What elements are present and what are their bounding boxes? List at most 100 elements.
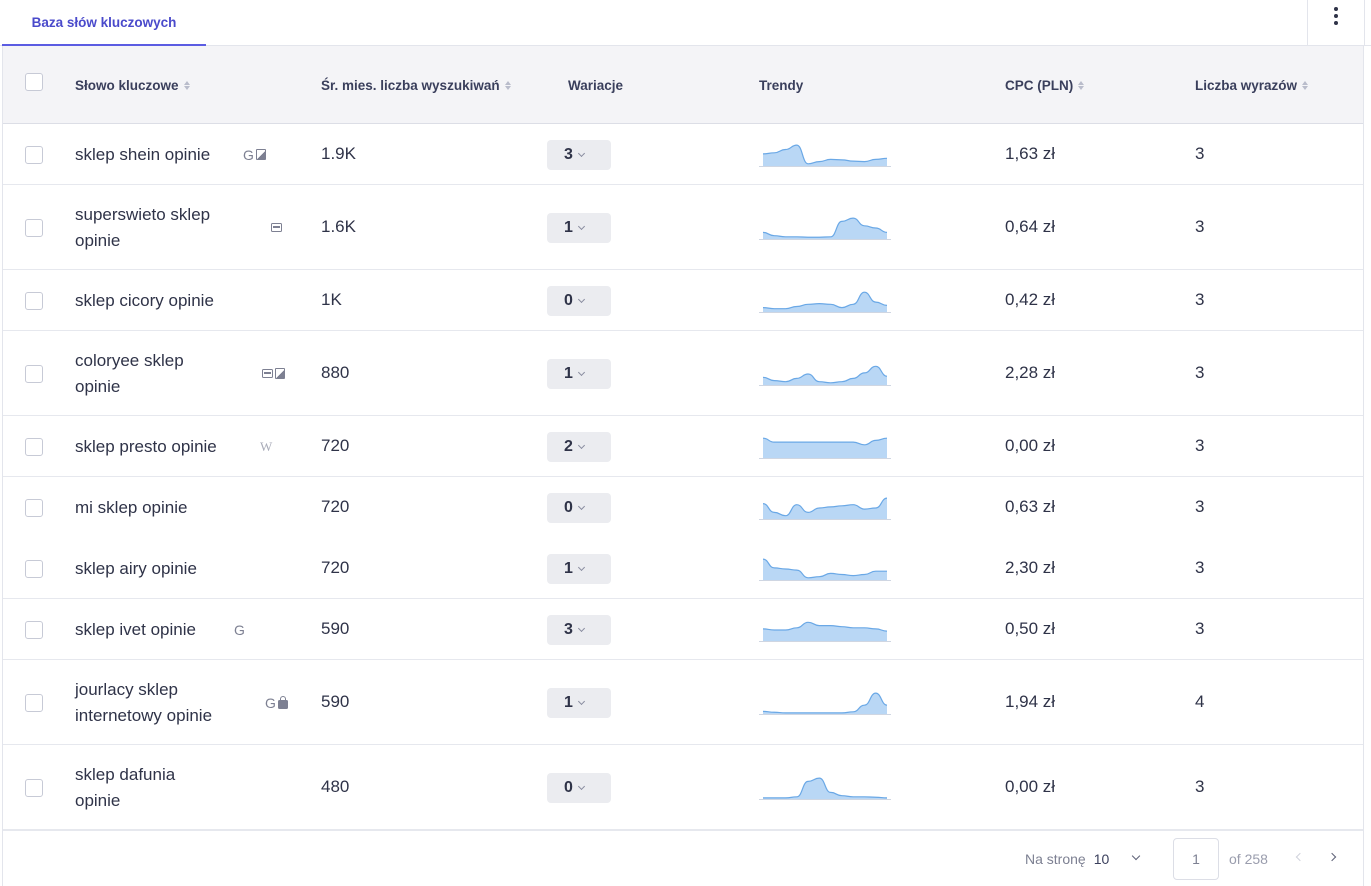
variations-dropdown[interactable]: 1 [547,358,611,389]
variations-count: 1 [564,693,573,711]
rows-per-page: Na stronę 10 [1025,831,1109,886]
cpc-value: 0,00 zł [1005,435,1056,455]
trend-line [762,437,888,445]
variations-dropdown[interactable]: 1 [547,687,611,718]
chevron-down-icon [577,295,585,303]
word-count: 3 [1195,496,1205,516]
variations-dropdown[interactable]: 3 [547,139,611,170]
row-checkbox[interactable] [25,437,43,456]
keyword-text: mi sklep opinie [75,497,188,517]
sort-icon[interactable] [504,80,511,90]
trend-area [763,144,887,166]
row-checkbox[interactable] [25,145,43,164]
page-number-input[interactable]: 1 [1173,838,1219,880]
search-volume: 590 [321,618,350,638]
column-header-trends: Trendy [759,46,803,124]
keyword-text: superswieto sklep [75,204,211,224]
word-count: 3 [1195,216,1205,236]
keyword-text: sklep cicory opinie [75,290,214,310]
search-volume: 720 [321,435,350,455]
next-page-icon[interactable] [1327,852,1337,862]
trend-area [763,777,887,799]
tab-keyword-database[interactable]: Baza słów kluczowych [2,0,206,46]
word-count: 3 [1195,143,1205,163]
search-volume: 720 [321,496,350,516]
row-checkbox[interactable] [25,620,43,639]
row-checkbox[interactable] [25,291,43,310]
keyword-cell: sklep presto opinie [75,434,217,460]
chevron-down-icon [577,624,585,632]
word-count: 3 [1195,435,1205,455]
chevron-down-icon[interactable] [1131,851,1141,861]
search-volume: 1.9K [321,143,356,163]
column-header-label: Trendy [759,77,804,93]
serp-features [262,366,285,382]
keyword-cell: sklep cicory opinie [75,288,214,314]
column-header-volume[interactable]: Śr. mies. liczba wyszukiwań [321,46,511,124]
ad-icon [271,223,282,232]
more-options-icon[interactable] [1307,0,1365,46]
row-checkbox[interactable] [25,778,43,797]
keyword-text: opinie [75,376,121,396]
keyword-cell: sklep ivet opinie [75,617,196,643]
chevron-down-icon [577,782,585,790]
variations-count: 3 [564,145,573,163]
trend-sparkline [759,558,891,581]
variations-dropdown[interactable]: 2 [547,431,611,462]
trend-area [763,621,887,641]
sort-icon[interactable] [1302,80,1309,90]
word-count: 3 [1195,776,1205,796]
trend-sparkline [759,291,891,313]
trend-line [762,497,888,516]
keyword-text: sklep presto opinie [75,436,217,456]
keyword-text: jourlacy sklep [75,679,178,699]
column-header-label: Wariacje [568,77,624,93]
cpc-value: 0,50 zł [1005,618,1056,638]
variations-dropdown[interactable]: 0 [547,772,611,803]
row-checkbox[interactable] [25,218,43,237]
cpc-value: 0,63 zł [1005,496,1056,516]
row-checkbox[interactable] [25,559,43,578]
row-checkbox[interactable] [25,364,43,383]
column-header-label: CPC (PLN) [1005,77,1074,93]
row-checkbox[interactable] [25,693,43,712]
total-pages-label: of 258 [1229,851,1268,867]
column-header-label: Słowo kluczowe [75,77,179,93]
chevron-down-icon [577,441,585,449]
ad-icon [262,369,273,378]
previous-page-icon[interactable] [1295,852,1305,862]
pagination: Na stronę 10 1 of 258 [3,830,1363,886]
word-count: 3 [1195,618,1205,638]
variations-dropdown[interactable]: 0 [547,285,611,316]
variations-count: 3 [564,620,573,638]
variations-dropdown[interactable]: 0 [547,492,611,523]
keyword-cell: jourlacy sklep internetowy opinie [75,677,212,729]
column-header-word-count[interactable]: Liczba wyrazów [1195,46,1309,124]
trend-sparkline [759,437,891,459]
cpc-value: 1,94 zł [1005,691,1056,711]
search-volume: 880 [321,362,350,382]
sort-icon[interactable] [183,80,190,90]
keyword-cell: sklep shein opinie [75,142,210,168]
row-checkbox[interactable] [25,498,43,517]
variations-dropdown[interactable]: 1 [547,553,611,584]
rows-per-page-value[interactable]: 10 [1093,851,1110,867]
table-row: sklep presto opinie W 720 2 0,00 zł 3 [3,416,1363,477]
chevron-down-icon [577,222,585,230]
trend-area [763,692,887,714]
variations-dropdown[interactable]: 1 [547,212,611,243]
serp-features: W [260,439,272,455]
select-all-checkbox[interactable] [25,73,43,91]
google-icon: G [243,146,254,163]
column-header-keyword[interactable]: Słowo kluczowe [75,46,190,124]
variations-count: 0 [564,778,573,796]
sort-icon[interactable] [1078,80,1085,90]
variations-dropdown[interactable]: 3 [547,614,611,645]
cpc-value: 0,64 zł [1005,216,1056,236]
trend-line [762,143,888,164]
cpc-value: 0,00 zł [1005,776,1056,796]
column-header-cpc[interactable]: CPC (PLN) [1005,46,1085,124]
table-row: sklep ivet opinie G 590 3 0,50 zł 3 [3,599,1363,660]
chevron-down-icon [577,697,585,705]
table-row: superswieto sklep opinie 1.6K 1 0,64 zł 3 [3,185,1363,270]
